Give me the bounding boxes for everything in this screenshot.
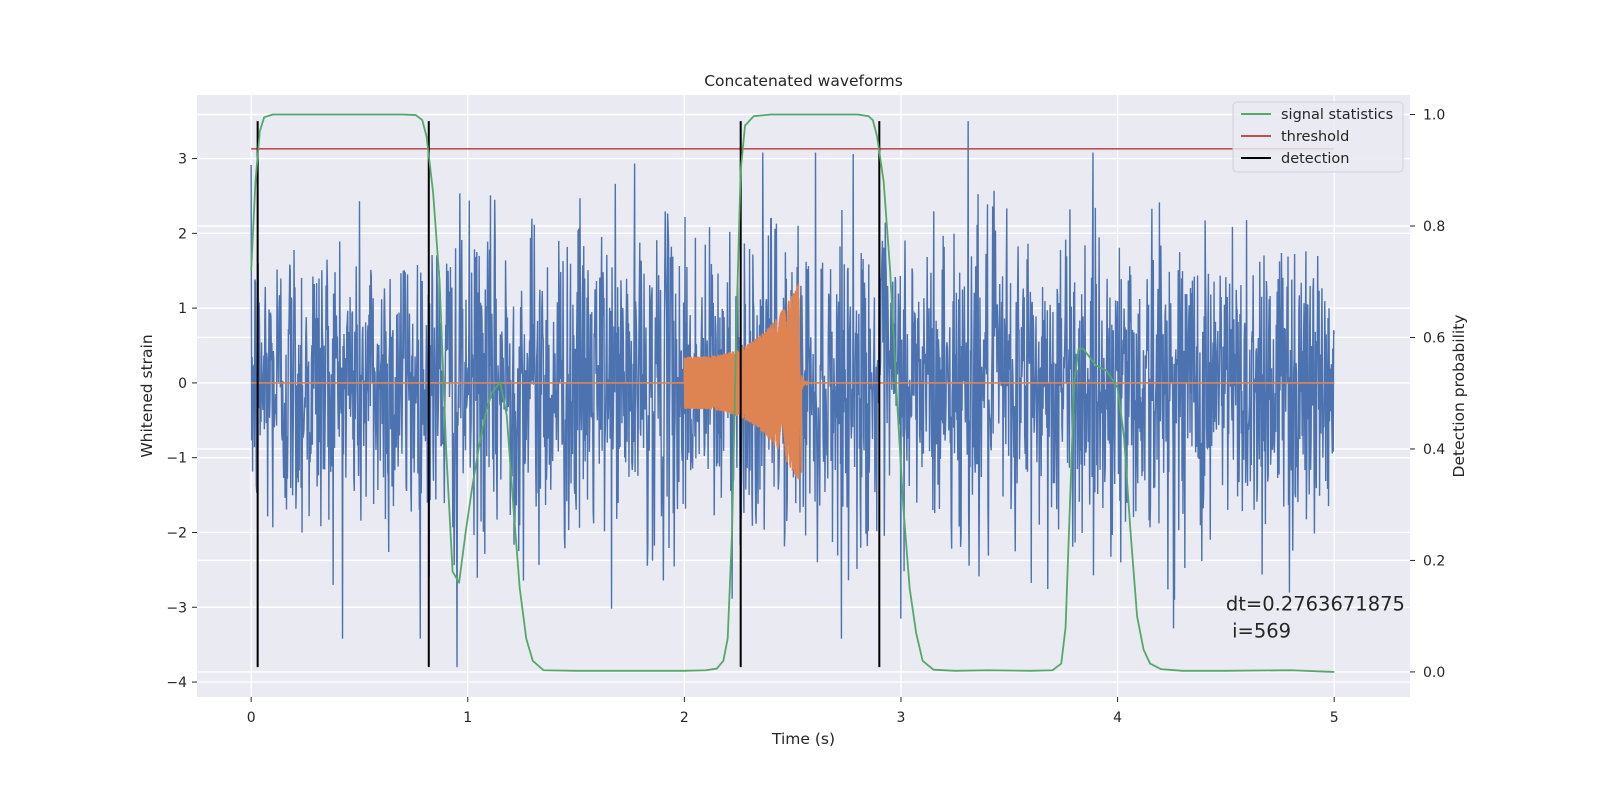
y-tick-label: 3 — [178, 152, 187, 168]
y-tick-label: −3 — [166, 600, 187, 616]
y-tick-label: 1 — [178, 301, 187, 317]
legend-box — [1232, 101, 1404, 173]
plot-area — [250, 113, 1335, 673]
y2-tick-label: 0.0 — [1423, 665, 1445, 681]
y2-tick-label: 0.8 — [1423, 219, 1445, 235]
x-tick-label: 3 — [897, 710, 906, 726]
annotation: dt=0.2763671875 i=569 — [1226, 592, 1405, 642]
y-tick-label: 0 — [178, 376, 187, 392]
x-tick-label: 4 — [1113, 710, 1122, 726]
annotation-index: i=569 — [1226, 619, 1291, 642]
y2-axis-label: Detection probability — [1450, 315, 1468, 478]
chart-title: Concatenated waveforms — [704, 72, 903, 90]
y-axis-label: Whitened strain — [138, 334, 156, 457]
x-tick-label: 5 — [1330, 710, 1339, 726]
y2-tick-label: 0.4 — [1423, 442, 1445, 458]
legend-label: threshold — [1281, 129, 1349, 145]
y-tick-label: −4 — [166, 675, 187, 691]
annotation-dt: dt=0.2763671875 — [1226, 592, 1405, 615]
chirp-series-line — [251, 283, 1335, 480]
legend: signal statistics threshold detection — [1232, 101, 1404, 173]
y2-tick-label: 0.6 — [1423, 330, 1445, 346]
axes: 0 1 2 3 4 5 −4 −3 −2 −1 0 1 2 3 0.0 0.2 0.4 0.6 0.8 1.0 — [166, 108, 1445, 726]
legend-label: signal statistics — [1281, 107, 1393, 123]
y-tick-label: −2 — [166, 525, 187, 541]
x-tick-label: 1 — [463, 710, 472, 726]
y-tick-label: −1 — [166, 451, 187, 467]
legend-label: detection — [1281, 151, 1349, 167]
y-tick-label: 2 — [178, 226, 187, 242]
y2-tick-label: 1.0 — [1423, 108, 1445, 124]
signal-statistics-line — [250, 113, 1335, 673]
x-tick-label: 0 — [247, 710, 256, 726]
y2-tick-label: 0.2 — [1423, 553, 1445, 569]
x-axis-label: Time (s) — [771, 730, 835, 748]
x-tick-label: 2 — [680, 710, 689, 726]
